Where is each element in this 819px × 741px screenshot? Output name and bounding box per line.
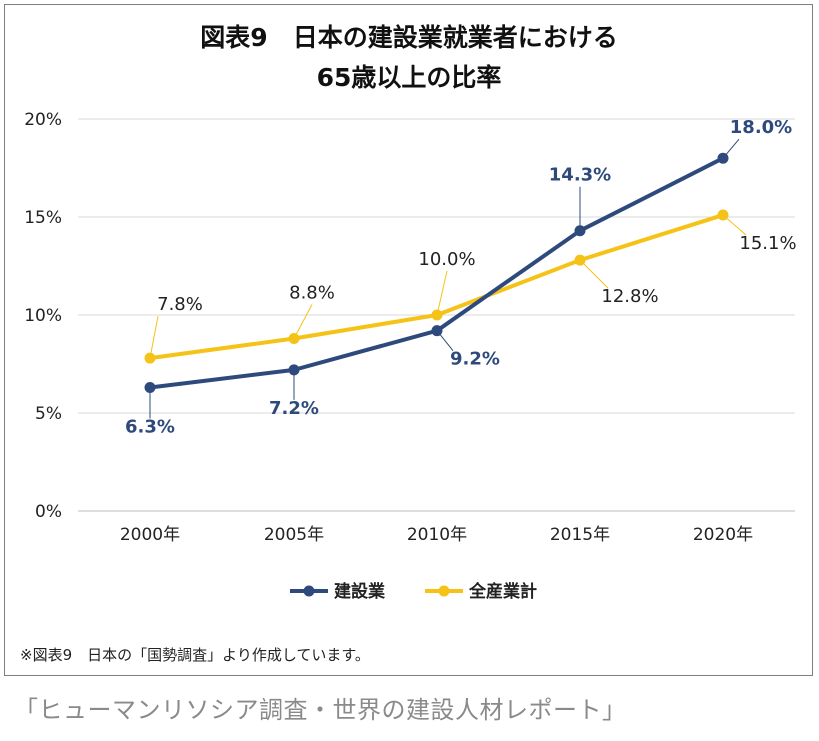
report-caption: 「ヒューマンリソシア調査・世界の建設人材レポート」 bbox=[14, 696, 627, 724]
legend-construction: 建設業 bbox=[290, 581, 385, 602]
construction-data-label: 6.3% bbox=[125, 417, 175, 438]
label-leader bbox=[436, 330, 454, 351]
y-axis-ticks: 0% 5% 10% 15% 20% bbox=[24, 110, 62, 522]
construction-data-label: 9.2% bbox=[450, 349, 500, 370]
all-industries-data-label: 15.1% bbox=[739, 233, 796, 254]
all-industries-data-label: 7.8% bbox=[157, 294, 203, 315]
chart-title-line-2: 65歳以上の比率 bbox=[317, 63, 502, 92]
all-industries-data-label: 10.0% bbox=[418, 249, 475, 270]
construction-data-label: 14.3% bbox=[549, 165, 611, 186]
label-leader bbox=[149, 316, 159, 359]
y-tick-label: 15% bbox=[24, 208, 62, 228]
label-leader bbox=[436, 270, 448, 316]
legend-swatch-marker bbox=[303, 585, 315, 597]
grid bbox=[78, 118, 795, 512]
all-industries-data-label: 12.8% bbox=[601, 286, 658, 307]
y-tick-label: 20% bbox=[24, 110, 62, 130]
x-tick-label: 2000年 bbox=[120, 525, 180, 545]
x-tick-label: 2015年 bbox=[550, 525, 610, 545]
y-tick-label: 5% bbox=[35, 404, 62, 424]
construction-data-label: 7.2% bbox=[269, 398, 319, 419]
label-leader bbox=[579, 259, 609, 289]
all-industries-data-label: 8.8% bbox=[289, 283, 335, 304]
construction-data-label: 18.0% bbox=[730, 117, 792, 138]
x-tick-label: 2005年 bbox=[264, 525, 324, 545]
legend-label: 全産業計 bbox=[468, 581, 537, 602]
legend: 建設業 全産業計 bbox=[290, 581, 537, 602]
x-tick-label: 2020年 bbox=[693, 525, 753, 545]
source-note: ※図表9 日本の「国勢調査」より作成しています。 bbox=[20, 646, 370, 664]
series-line-construction bbox=[149, 156, 724, 390]
label-leader bbox=[722, 214, 747, 236]
legend-swatch-marker bbox=[438, 585, 450, 597]
chart-title-line-1: 図表9 日本の建設業就業者における bbox=[200, 23, 617, 52]
x-tick-label: 2010年 bbox=[407, 525, 467, 545]
series bbox=[144, 152, 729, 394]
chart-title: 図表9 日本の建設業就業者における 65歳以上の比率 bbox=[200, 23, 617, 92]
legend-label: 建設業 bbox=[334, 581, 385, 602]
label-leader bbox=[722, 138, 740, 159]
x-axis-ticks: 2000年 2005年 2010年 2015年 2020年 bbox=[120, 525, 753, 545]
data-labels: 6.3% 7.2% 9.2% 14.3% 18.0% 7.8% 8.8% 10.0% 12.8%… bbox=[125, 117, 797, 437]
y-tick-label: 0% bbox=[35, 502, 62, 522]
y-tick-label: 10% bbox=[24, 306, 62, 326]
legend-all-industries: 全産業計 bbox=[425, 581, 537, 602]
label-leader bbox=[293, 304, 313, 339]
